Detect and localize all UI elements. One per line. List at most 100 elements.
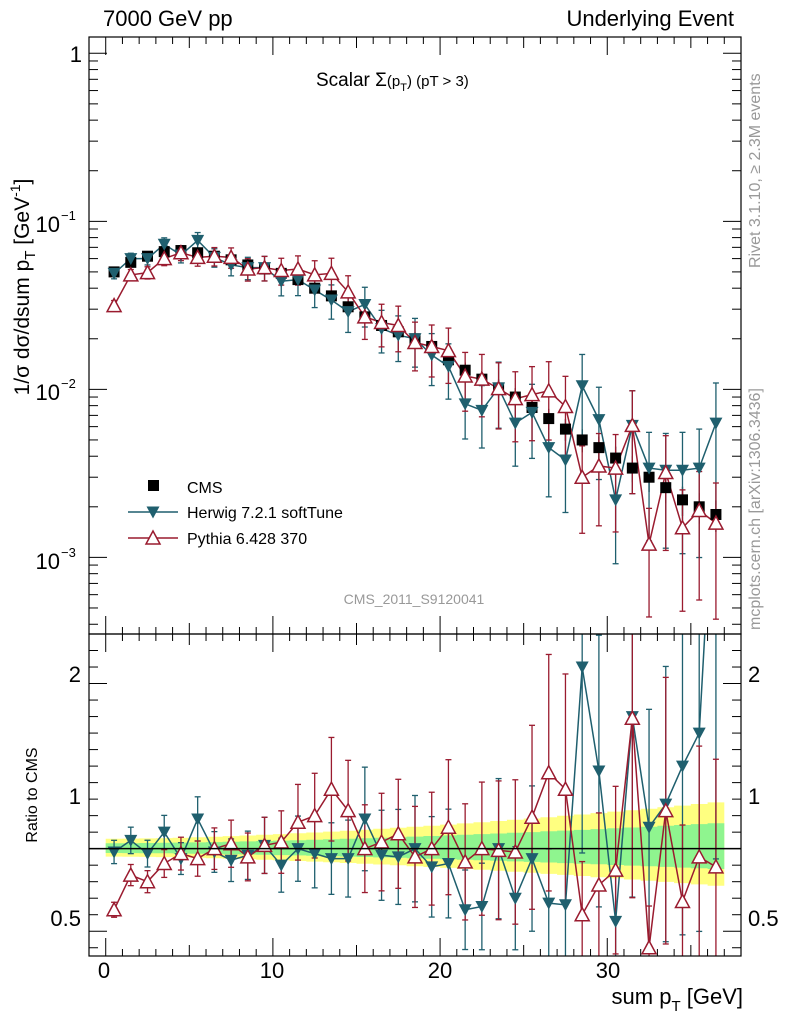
ratio-point-triangle-up-open-20: [440, 818, 457, 834]
legend-entry-herwig: Herwig 7.2.1 softTune: [128, 505, 343, 522]
ratio-point-triangle-up-open-36: [707, 858, 725, 874]
main-point-triangle-up-open-3: [155, 250, 173, 266]
ratio-point-triangle-up-open-8: [239, 848, 257, 864]
main-point-triangle-down-26: [542, 442, 556, 455]
x-tick-10: 10: [260, 958, 284, 983]
ratio-tick-1-left: 1: [69, 784, 81, 809]
ratio-point-triangle-up-open-30: [607, 861, 624, 877]
main-point-triangle-down-11: [291, 274, 305, 287]
main-point-triangle-up-open-18: [406, 333, 424, 350]
ratio-point-triangle-down-0: [107, 846, 121, 859]
main-point-triangle-down-5: [191, 234, 205, 247]
ratio-point-triangle-down-15: [358, 813, 372, 826]
svg-text:10: 10: [36, 212, 60, 237]
y-tick-1: 1: [70, 42, 82, 67]
legend-label-pythia: Pythia 6.428 370: [187, 531, 307, 548]
main-point-triangle-up-open-30: [607, 459, 624, 475]
ratio-point-triangle-down-26: [542, 897, 556, 910]
main-point-triangle-up-open-16: [373, 313, 390, 330]
x-tick-30: 30: [596, 958, 620, 983]
legend-entry-cms: CMS: [148, 480, 223, 497]
main-markers: [105, 234, 725, 551]
main-point-triangle-down-24: [508, 417, 522, 430]
main-point-square-28: [576, 434, 588, 446]
main-point-triangle-up-open-35: [690, 501, 708, 518]
header-left: 7000 GeV pp: [103, 6, 233, 31]
main-point-triangle-up-open-26: [540, 382, 557, 398]
ratio-point-triangle-up-open-35: [690, 848, 708, 864]
analysis-id: CMS_2011_S9120041: [344, 591, 485, 607]
main-point-triangle-down-32: [642, 462, 656, 475]
ratio-point-triangle-down-25: [525, 853, 539, 866]
main-point-square-31: [626, 462, 638, 474]
ratio-point-triangle-up-open-14: [339, 802, 357, 818]
main-point-triangle-up-open-23: [490, 380, 507, 396]
main-point-triangle-down-21: [458, 398, 472, 411]
ratio-point-triangle-up-open-26: [540, 764, 557, 780]
main-point-triangle-down-2: [141, 253, 155, 266]
main-point-square-33: [660, 482, 672, 494]
main-point-triangle-up-open-31: [624, 416, 641, 433]
main-y-label: 1/σ dσ/dsum pT [GeV-1]: [7, 179, 39, 396]
ratio-point-triangle-down-12: [308, 848, 322, 861]
ratio-point-triangle-down-32: [642, 821, 656, 834]
ratio-point-triangle-down-20: [441, 858, 455, 871]
main-point-triangle-up-open-10: [273, 261, 290, 278]
ratio-tick-0.5-left: 0.5: [50, 906, 81, 931]
main-point-triangle-down-15: [358, 298, 372, 311]
main-point-triangle-down-13: [324, 294, 338, 307]
x-tick-0: 0: [98, 958, 110, 983]
ratio-point-triangle-up-open-23: [490, 841, 507, 858]
ratio-point-triangle-up-open-31: [624, 709, 641, 725]
main-point-triangle-up-open-2: [139, 264, 156, 280]
ratio-point-triangle-down-24: [508, 892, 522, 905]
legend-marker-pythia: [144, 529, 162, 545]
legend-entry-pythia: Pythia 6.428 370: [128, 529, 307, 548]
x-tick-20: 20: [428, 958, 452, 983]
legend-marker-herwig: [146, 506, 160, 519]
ratio-point-triangle-down-27: [558, 899, 572, 912]
ratio-point-triangle-down-17: [391, 851, 405, 864]
main-point-triangle-up-open-8: [239, 260, 257, 276]
ratio-point-triangle-up-open-24: [507, 843, 524, 859]
main-point-triangle-down-12: [308, 284, 322, 297]
ratio-point-triangle-up-open-33: [657, 802, 675, 818]
main-point-triangle-down-20: [441, 360, 455, 373]
ratio-tick-1-right: 1: [748, 784, 760, 809]
main-point-triangle-up-open-27: [557, 397, 574, 414]
main-line-triangle-up-open: [113, 251, 717, 545]
svg-text:10: 10: [36, 549, 60, 574]
main-point-triangle-up-open-7: [222, 248, 240, 265]
ratio-point-triangle-down-3: [157, 826, 171, 839]
ratio-point-triangle-up-open-4: [172, 845, 190, 861]
main-point-triangle-down-30: [609, 494, 623, 507]
main-point-triangle-down-28: [575, 380, 589, 393]
ratio-point-triangle-down-30: [609, 915, 623, 928]
main-point-triangle-up-open-1: [122, 266, 140, 282]
header-right: Underlying Event: [566, 6, 734, 31]
main-point-square-34: [676, 494, 688, 506]
ratio-point-triangle-down-5: [191, 813, 205, 826]
ratio-point-triangle-up-open-25: [523, 808, 541, 825]
ratio-tick-2-left: 2: [69, 662, 81, 687]
main-point-triangle-up-open-15: [356, 308, 374, 324]
main-series-lines: [113, 239, 717, 545]
main-point-triangle-down-29: [592, 414, 606, 427]
ratio-point-triangle-up-open-11: [289, 813, 307, 829]
main-point-triangle-down-35: [692, 462, 706, 475]
main-point-triangle-up-open-9: [256, 259, 273, 275]
svg-text:−2: −2: [61, 376, 76, 391]
ratio-point-triangle-up-open-13: [323, 780, 340, 796]
main-point-triangle-down-22: [475, 404, 489, 417]
ratio-point-triangle-down-16: [375, 849, 389, 862]
main-point-triangle-down-10: [274, 275, 288, 288]
main-point-triangle-down-17: [391, 329, 405, 342]
main-point-triangle-down-1: [124, 253, 138, 266]
ratio-point-triangle-up-open-0: [105, 901, 123, 917]
main-point-triangle-down-27: [558, 454, 572, 467]
main-point-triangle-up-open-14: [339, 283, 357, 299]
y-tick-0.001: 10 −3: [36, 545, 76, 574]
main-point-triangle-up-open-4: [172, 244, 190, 260]
legend-marker-cms: [148, 480, 159, 491]
